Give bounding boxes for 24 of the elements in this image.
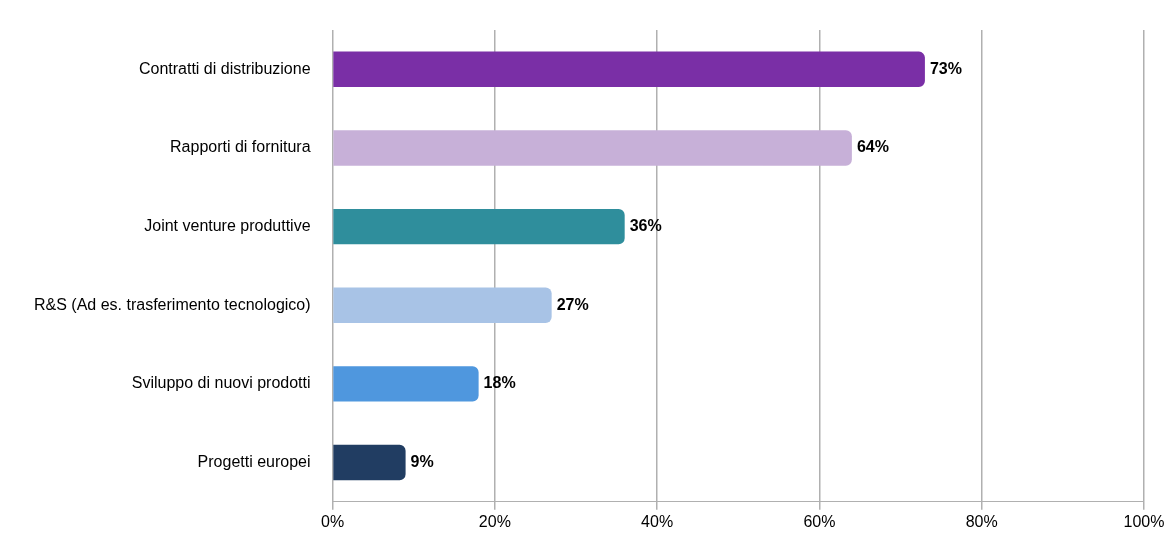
x-tick-label: 0% [321,512,345,530]
y-tick-label: Rapporti di fornitura [170,138,311,156]
data-label: 73% [929,59,962,77]
bar [333,444,406,481]
bar [333,130,852,166]
data-label: 18% [483,374,516,392]
x-tick-label: 40% [641,512,674,530]
y-tick-label: Sviluppo di nuovi prodotti [131,374,311,392]
x-tick-label: 60% [803,512,836,530]
x-tick-label: 20% [478,512,511,530]
bar [333,287,552,323]
y-tick-label: R&S (Ad es. trasferimento tecnologico) [34,295,311,313]
y-tick-label: Progetti europei [197,452,311,470]
bar [333,208,625,245]
y-tick-label: Contratti di distribuzione [138,59,311,77]
bar [333,51,925,88]
x-tick-label: 80% [965,512,998,530]
data-label: 64% [856,138,889,156]
data-label: 36% [629,216,662,234]
data-label: 9% [410,452,434,470]
bar [333,366,479,402]
x-tick-label: 100% [1123,512,1165,530]
y-tick-label: Joint venture produttive [144,216,311,234]
data-label: 27% [556,295,589,313]
